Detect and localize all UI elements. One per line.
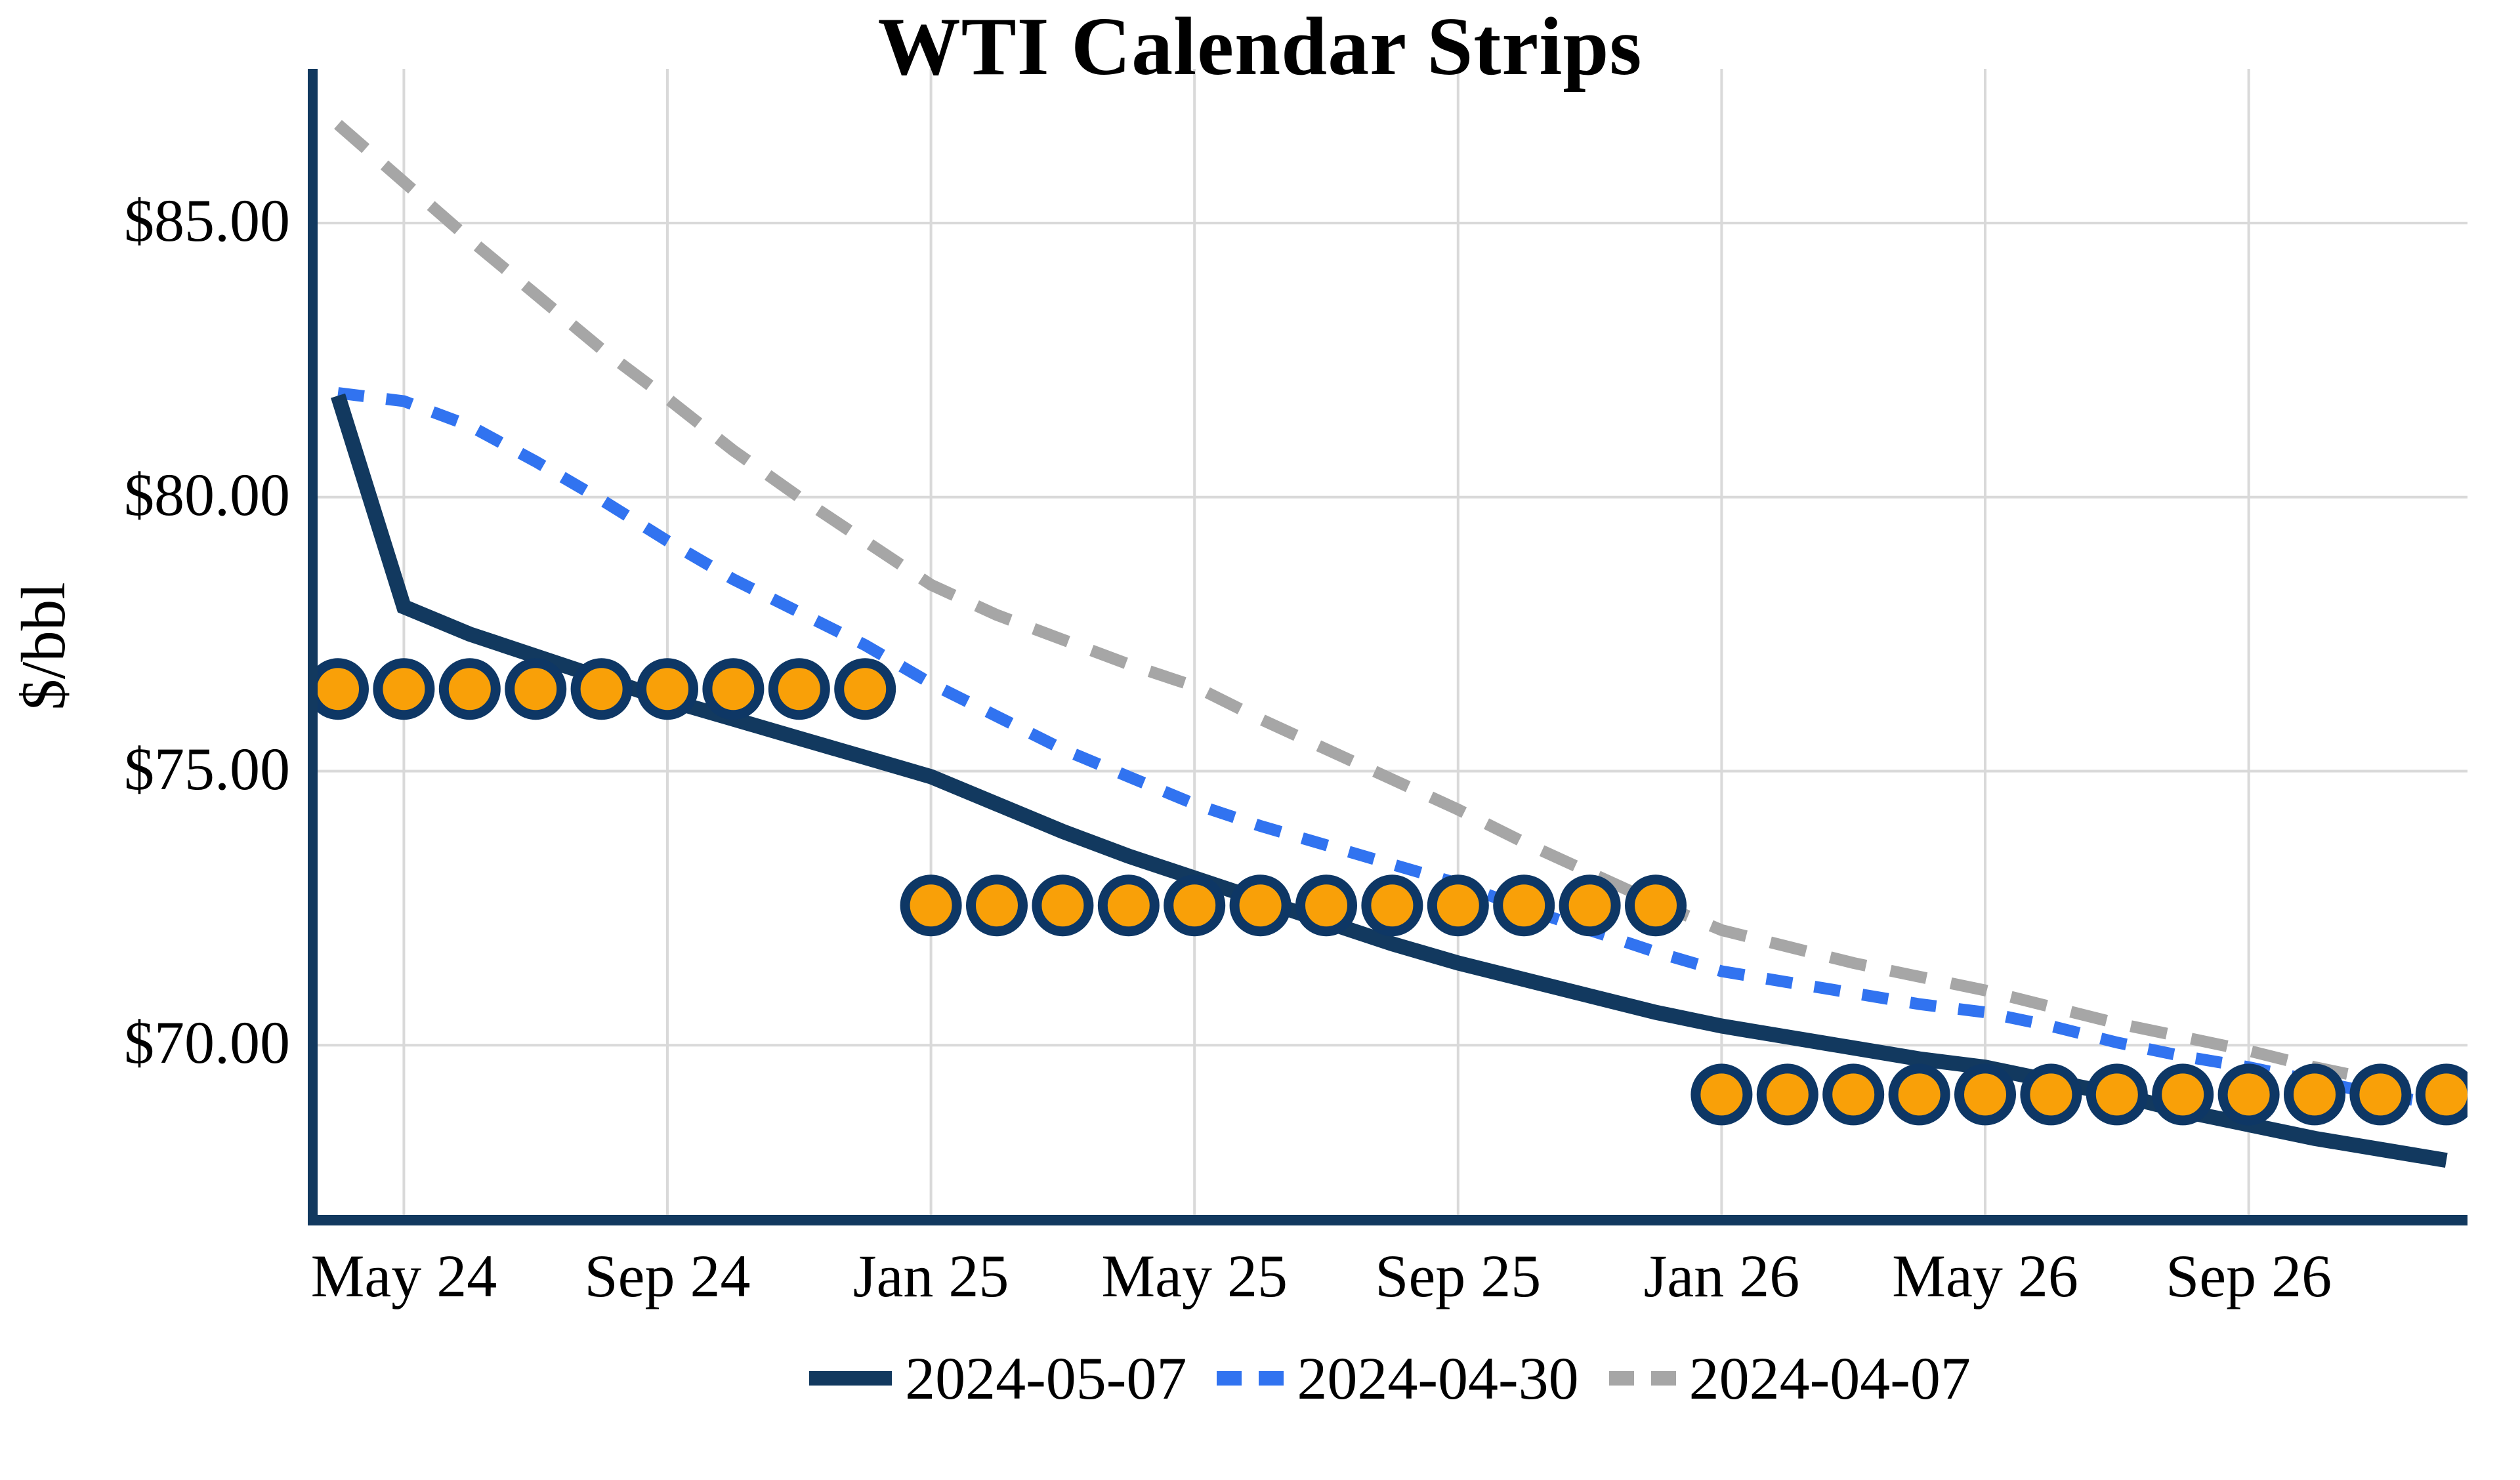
calendar-strip-dot [834, 658, 896, 720]
x-tick-label: Sep 26 [2166, 1243, 2332, 1309]
calendar-strip-dot [637, 658, 698, 720]
x-tick-label: Jan 25 [852, 1243, 1009, 1309]
swatch-segment [1217, 1371, 1242, 1386]
calendar-strip-dot [966, 874, 1028, 937]
calendar-strip-dot [1032, 874, 1094, 937]
x-tick-label: May 24 [310, 1243, 497, 1309]
calendar-strip-dot [1427, 874, 1489, 937]
calendar-strip-dot [1625, 874, 1687, 937]
legend-item-2024-05-07: 2024-05-07 [809, 1344, 1186, 1413]
swatch-segment [809, 1371, 892, 1386]
series-line-2024-04-30 [337, 387, 2448, 1112]
calendar-strip-dot [505, 658, 567, 720]
gridlines [318, 69, 2468, 1215]
swatch-segment [1608, 1371, 1634, 1386]
dashed-line-swatch-icon [1217, 1371, 1284, 1386]
y-tick-label: $75.00 [124, 735, 290, 802]
calendar-strip-dot [2284, 1063, 2345, 1126]
calendar-strip-dot [1229, 874, 1292, 937]
calendar-strip-dot [2217, 1063, 2280, 1126]
series-line-2024-04-07 [334, 119, 2448, 1101]
y-tick-label: $85.00 [124, 186, 290, 254]
legend-item-2024-04-30: 2024-04-30 [1217, 1344, 1579, 1413]
calendar-strip-dot [438, 658, 501, 720]
calendar-strip-dot [1822, 1063, 1885, 1126]
calendar-strip-dot [1559, 874, 1621, 937]
legend: 2024-05-07 2024-04-30 2024-04-07 [312, 1344, 2468, 1413]
series-lines [331, 119, 2448, 1168]
calendar-strip-dot [318, 658, 369, 720]
calendar-strip-dot [1493, 874, 1555, 937]
swatch-segment [1650, 1371, 1676, 1386]
calendar-strip-dot [900, 874, 962, 937]
calendar-strip-dot [1756, 1063, 1818, 1126]
swatch-segment [1259, 1371, 1284, 1386]
x-tick-label: Sep 24 [584, 1243, 751, 1309]
solid-line-swatch-icon [809, 1371, 892, 1386]
y-tick-label: $70.00 [124, 1009, 290, 1077]
x-tick-label: May 26 [1892, 1243, 2078, 1309]
calendar-strip-dot [1164, 874, 1226, 937]
calendar-strip-dot [2415, 1063, 2468, 1126]
x-tick-label: Sep 25 [1375, 1243, 1542, 1309]
calendar-strip-dot [1888, 1063, 1950, 1126]
calendar-strip-dots [318, 658, 2468, 1126]
calendar-strip-dot [570, 658, 633, 720]
x-tick-label: May 25 [1101, 1243, 1288, 1309]
calendar-strip-dot [702, 658, 765, 720]
calendar-strip-dot [1097, 874, 1160, 937]
legend-label: 2024-05-07 [905, 1345, 1187, 1412]
calendar-strip-dot [768, 658, 830, 720]
legend-label: 2024-04-07 [1689, 1345, 1971, 1412]
legend-item-2024-04-07: 2024-04-07 [1608, 1344, 1971, 1413]
cal-2026-strip [1690, 1063, 2468, 1126]
cal-2024-strip [318, 658, 896, 720]
dashed-line-swatch-icon [1608, 1371, 1676, 1386]
calendar-strip-dot [1690, 1063, 1753, 1126]
calendar-strip-dot [1361, 874, 1423, 937]
calendar-strip-dot [2349, 1063, 2412, 1126]
x-axis-line [308, 1215, 2468, 1225]
chart-title: WTI Calendar Strips [877, 1, 1643, 92]
calendar-strip-dot [1295, 874, 1357, 937]
y-tick-label: $80.00 [124, 461, 290, 528]
legend-label: 2024-04-30 [1297, 1345, 1579, 1412]
cal-2025-strip [900, 874, 1687, 937]
calendar-strip-dot [1954, 1063, 2016, 1126]
calendar-strip-dot [2152, 1063, 2214, 1126]
calendar-strip-dot [2086, 1063, 2148, 1126]
calendar-strip-dot [2020, 1063, 2082, 1126]
calendar-strip-dot [373, 658, 435, 720]
x-tick-label: Jan 26 [1643, 1243, 1800, 1309]
y-axis-line [308, 69, 318, 1225]
y-axis-title: $/bbl [9, 582, 78, 710]
